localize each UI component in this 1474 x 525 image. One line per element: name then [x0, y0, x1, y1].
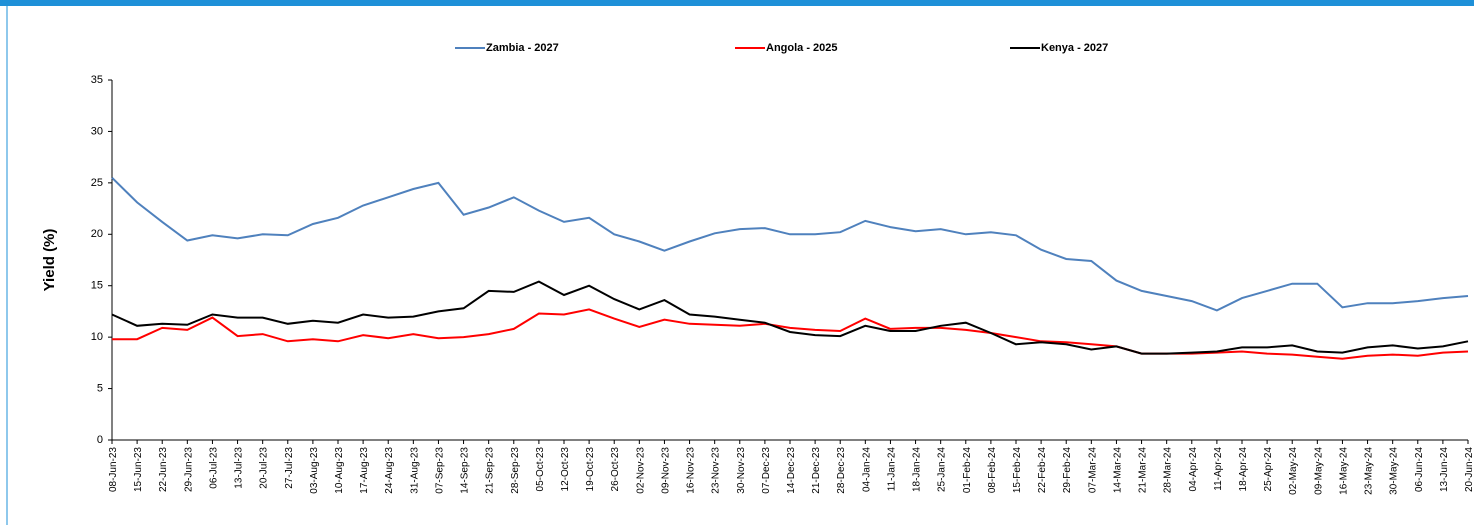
x-tick-label: 07-Mar-24	[1087, 447, 1098, 494]
x-tick-label: 03-Aug-23	[309, 447, 320, 494]
x-tick-label: 13-Jun-24	[1439, 447, 1450, 492]
x-tick-label: 13-Jul-23	[234, 447, 245, 489]
x-tick-label: 21-Mar-24	[1138, 447, 1149, 494]
x-tick-label: 15-Feb-24	[1012, 447, 1023, 494]
x-tick-label: 10-Aug-23	[334, 447, 345, 494]
x-tick-label: 20-Jun-24	[1464, 447, 1474, 492]
x-tick-label: 25-Apr-24	[1263, 447, 1274, 492]
x-tick-label: 14-Mar-24	[1112, 447, 1123, 494]
x-tick-label: 12-Oct-23	[560, 447, 571, 492]
x-tick-label: 21-Sep-23	[485, 447, 496, 494]
x-tick-label: 14-Sep-23	[460, 447, 471, 494]
x-tick-label: 29-Feb-24	[1062, 447, 1073, 494]
x-tick-label: 07-Sep-23	[434, 447, 445, 494]
y-tick-label: 20	[91, 228, 103, 240]
y-tick-label: 15	[91, 280, 103, 292]
x-tick-label: 30-Nov-23	[736, 447, 747, 494]
x-tick-label: 19-Oct-23	[585, 447, 596, 492]
y-tick-label: 25	[91, 177, 103, 189]
x-tick-label: 30-May-24	[1389, 447, 1400, 495]
x-tick-label: 04-Apr-24	[1188, 447, 1199, 492]
x-tick-label: 11-Jan-24	[886, 447, 897, 492]
x-tick-label: 08-Jun-23	[108, 447, 119, 492]
x-tick-label: 28-Sep-23	[510, 447, 521, 494]
series-line	[111, 280, 1469, 355]
x-tick-label: 01-Feb-24	[962, 447, 973, 494]
series-line	[111, 176, 1469, 312]
x-tick-label: 08-Feb-24	[987, 447, 998, 494]
legend-text: Angola - 2025	[766, 42, 838, 54]
x-tick-label: 14-Dec-23	[786, 447, 797, 494]
x-tick-label: 29-Jun-23	[183, 447, 194, 492]
y-tick-label: 10	[91, 331, 103, 343]
y-tick-label: 0	[97, 434, 103, 446]
x-tick-label: 22-Jun-23	[158, 447, 169, 492]
x-tick-label: 25-Jan-24	[937, 447, 948, 492]
x-tick-label: 26-Oct-23	[610, 447, 621, 492]
x-tick-label: 22-Feb-24	[1037, 447, 1048, 494]
x-tick-label: 02-May-24	[1288, 447, 1299, 495]
y-tick-label: 5	[97, 382, 103, 394]
x-tick-label: 18-Apr-24	[1238, 447, 1249, 492]
x-tick-label: 20-Jul-23	[259, 447, 270, 489]
x-tick-label: 05-Oct-23	[535, 447, 546, 492]
x-tick-label: 06-Jul-23	[208, 447, 219, 489]
x-tick-label: 11-Apr-24	[1213, 447, 1224, 491]
top-border	[0, 0, 1474, 6]
x-tick-label: 28-Dec-23	[836, 447, 847, 494]
x-tick-label: 27-Jul-23	[284, 447, 295, 489]
x-tick-label: 07-Dec-23	[761, 447, 772, 494]
x-tick-label: 24-Aug-23	[384, 447, 395, 494]
legend-text: Kenya - 2027	[1041, 42, 1108, 54]
x-tick-label: 31-Aug-23	[409, 447, 420, 494]
x-tick-label: 06-Jun-24	[1414, 447, 1425, 492]
x-tick-label: 16-May-24	[1338, 447, 1349, 495]
x-tick-label: 02-Nov-23	[635, 447, 646, 494]
x-tick-label: 09-Nov-23	[660, 447, 671, 494]
x-tick-label: 17-Aug-23	[359, 447, 370, 494]
x-tick-label: 16-Nov-23	[686, 447, 697, 494]
x-tick-label: 09-May-24	[1313, 447, 1324, 495]
y-tick-label: 30	[91, 125, 103, 137]
y-tick-label: 35	[91, 74, 103, 86]
x-tick-label: 23-Nov-23	[711, 447, 722, 494]
y-axis-title: Yield (%)	[41, 229, 58, 292]
x-tick-label: 23-May-24	[1364, 447, 1375, 495]
x-tick-label: 21-Dec-23	[811, 447, 822, 494]
x-tick-label: 04-Jan-24	[861, 447, 872, 492]
legend-text: Zambia - 2027	[486, 42, 559, 54]
x-tick-label: 15-Jun-23	[133, 447, 144, 492]
series-line	[112, 308, 1469, 360]
x-tick-label: 18-Jan-24	[912, 447, 923, 492]
x-tick-label: 28-Mar-24	[1163, 447, 1174, 494]
